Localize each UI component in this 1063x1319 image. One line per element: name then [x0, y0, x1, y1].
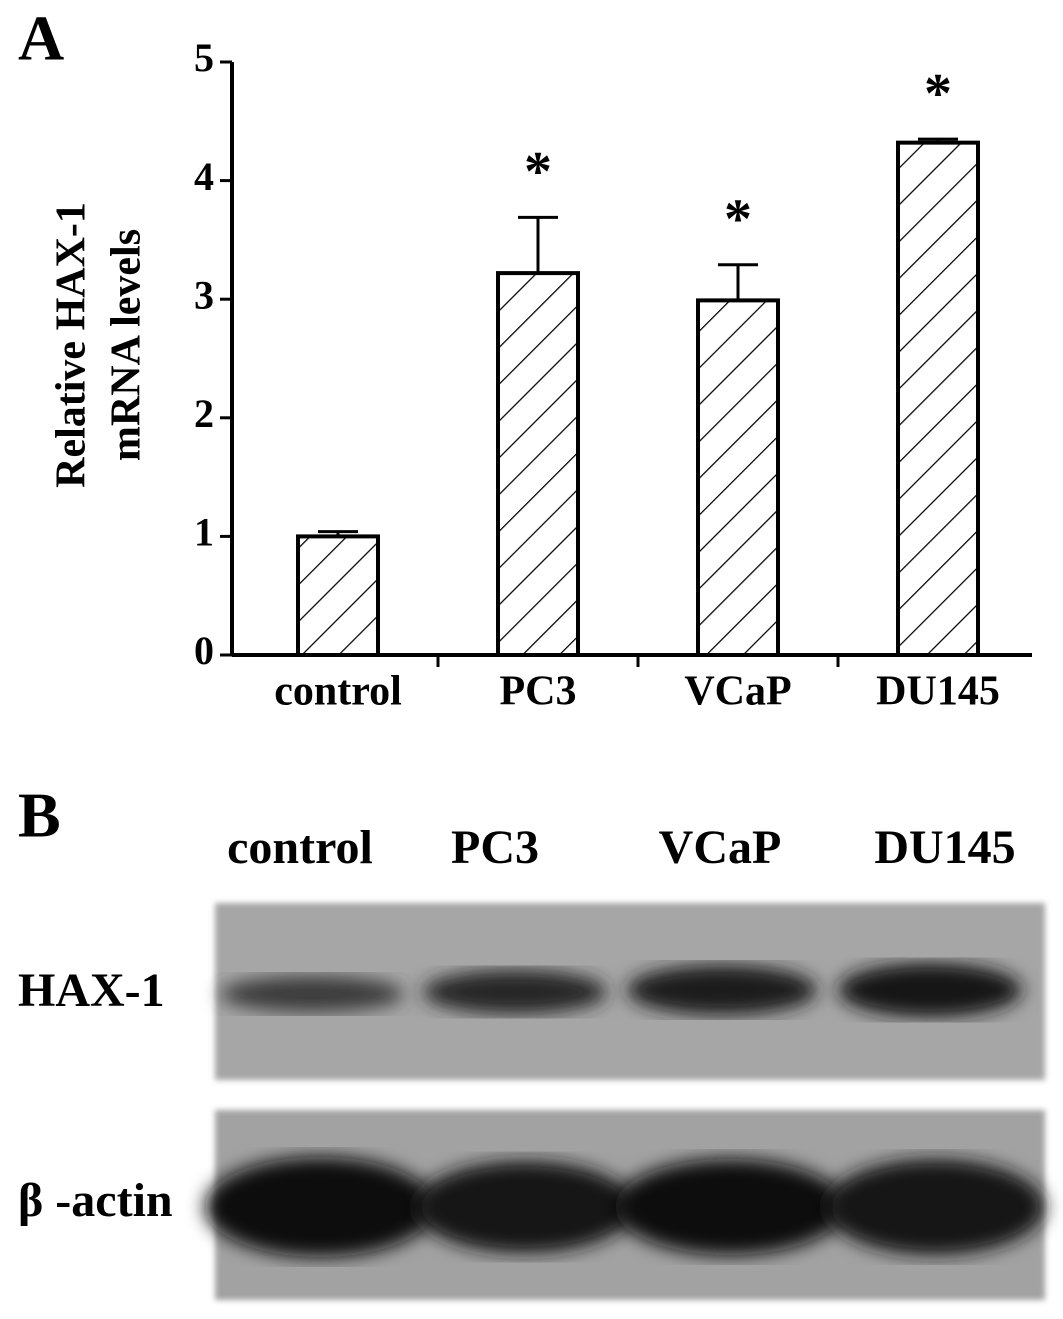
lane-label: VCaP — [659, 821, 782, 874]
bar-chart: 0 1 2 3 4 5 Relative HAX-1 mRNA levels control PC… — [49, 35, 1032, 715]
row-label: HAX-1 — [18, 964, 165, 1017]
bar — [696, 298, 780, 657]
band — [423, 970, 607, 1014]
band — [838, 963, 1022, 1017]
lane-label: PC3 — [451, 821, 539, 874]
blot-labels: control PC3 VCaP DU145 HAX-1 β -actin — [18, 821, 1016, 1227]
y-axis-label: Relative HAX-1 — [49, 202, 95, 488]
band — [205, 1157, 435, 1257]
band — [615, 1159, 845, 1255]
y-tick-label: 4 — [194, 154, 214, 199]
lane-label: control — [227, 821, 373, 874]
significance-marker: * — [924, 63, 952, 125]
significance-marker: * — [524, 141, 552, 203]
significance-marker: * — [724, 189, 752, 251]
band — [825, 1159, 1045, 1255]
band — [627, 965, 817, 1015]
bar — [296, 534, 380, 658]
y-tick-label: 0 — [194, 628, 214, 673]
panel-label: A — [18, 3, 64, 74]
lane-label: DU145 — [874, 821, 1015, 874]
bar — [496, 271, 580, 657]
row-label: β -actin — [18, 1174, 173, 1227]
y-tick-label: 3 — [194, 272, 214, 317]
x-tick-label: DU145 — [876, 669, 1000, 715]
x-tick-label: VCaP — [684, 669, 791, 715]
bar — [896, 140, 980, 657]
y-axis-label: mRNA levels — [104, 229, 150, 461]
y-tick-label: 1 — [194, 510, 214, 555]
band — [220, 976, 404, 1012]
y-tick-label: 5 — [194, 35, 214, 80]
y-tick-label: 2 — [194, 391, 214, 436]
western-blot — [205, 903, 1045, 1300]
x-tick-label: control — [274, 669, 402, 715]
band — [415, 1161, 635, 1253]
x-tick-label: PC3 — [500, 669, 577, 715]
panel-label: B — [18, 780, 61, 851]
